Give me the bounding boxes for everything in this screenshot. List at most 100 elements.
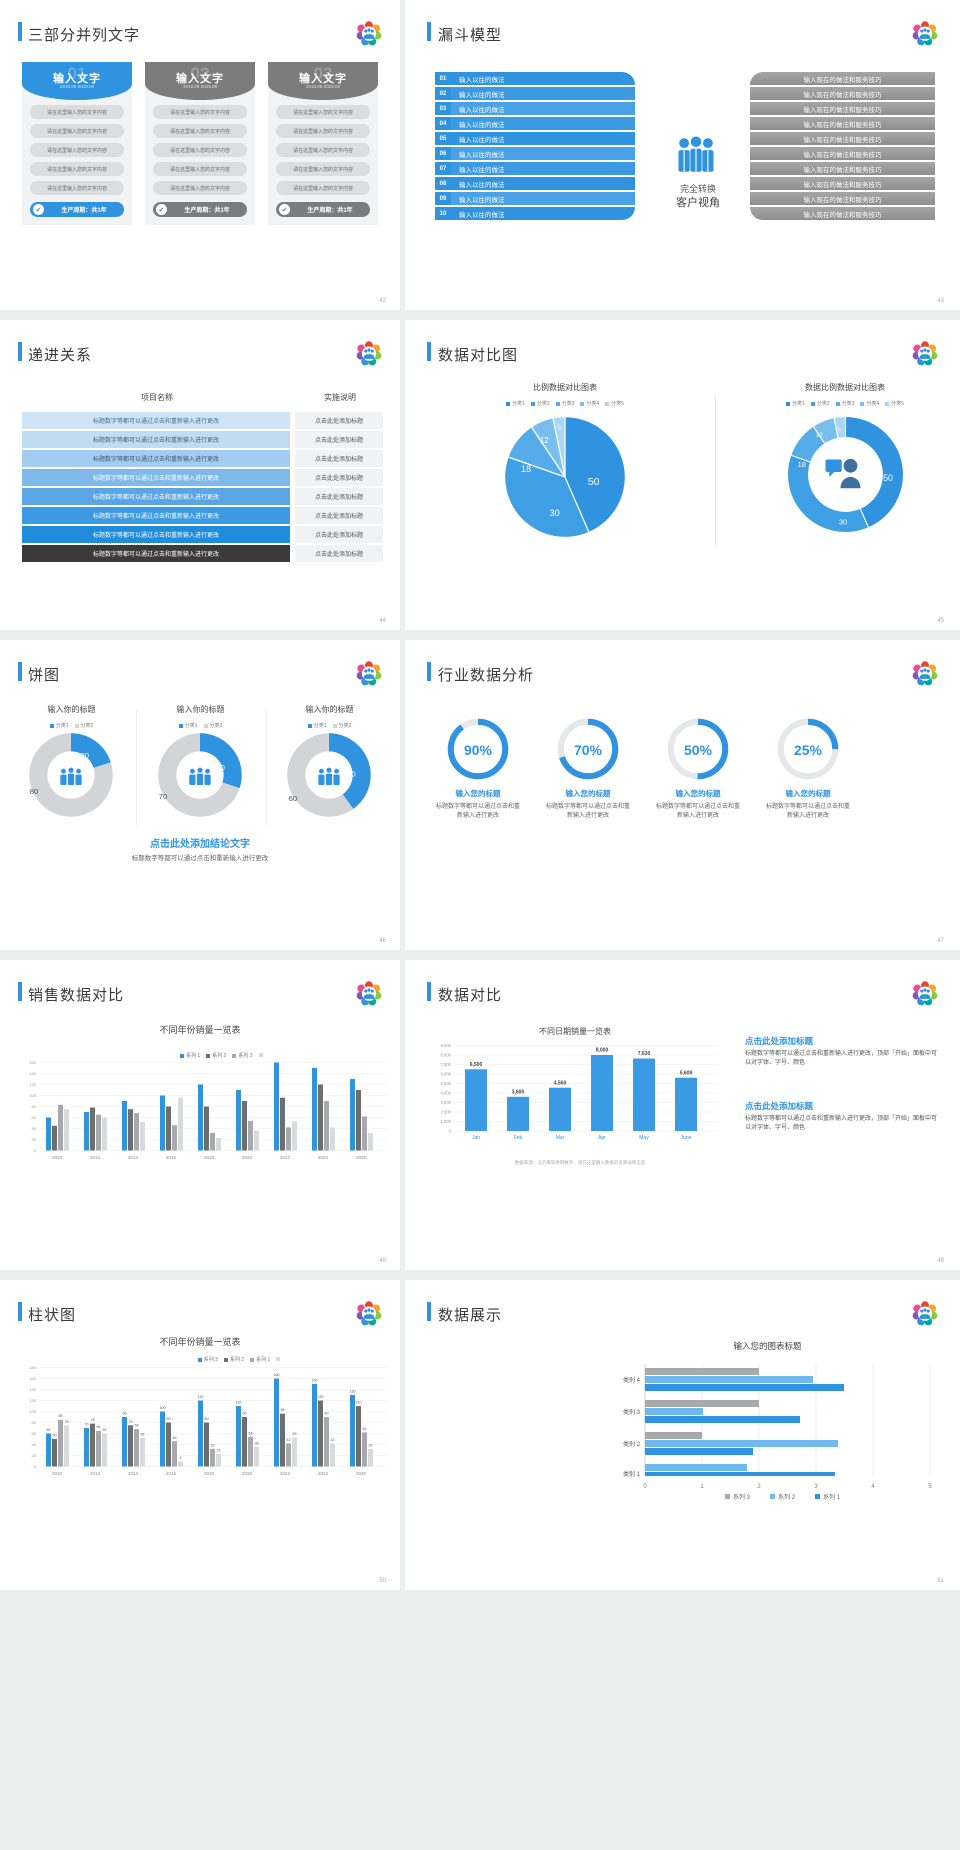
svg-text:12: 12 [816,432,823,439]
metric-label: 输入您的标题 [675,789,721,798]
progress-step[interactable]: 标题数字等都可以通过点击和重新输入进行更改 [22,545,290,562]
card-row[interactable]: 请在这里输入您的文字内容 [30,162,124,176]
funnel-row[interactable]: 02 输入以往的做法 [435,87,635,100]
card-row[interactable]: 请在这里输入您的文字内容 [153,162,247,176]
card-title: 输入文字 [176,73,224,85]
desc-row[interactable]: 点击此处添加标题 [295,412,383,429]
progress-step[interactable]: 标题数字等都可以通过点击和重新输入进行更改 [22,412,290,429]
divider [266,710,267,825]
progress-step[interactable]: 标题数字等都可以通过点击和重新输入进行更改 [22,469,290,486]
card-row[interactable]: 请在这里输入您的文字内容 [153,105,247,119]
svg-text:70: 70 [85,1423,89,1427]
slide-42: 三部分并列文字 01 输入文字 2018.08-2029.08 请在这里输入您的… [0,0,400,310]
metric-label: 输入您的标题 [785,789,831,798]
right-item[interactable]: 输入现在的做法和服务技巧 [750,162,935,175]
card-2[interactable]: 02 输入文字 2018.08-2029.08 请在这里输入您的文字内容 请在这… [145,62,255,225]
card-1[interactable]: 01 输入文字 2018.08-2029.08 请在这里输入您的文字内容 请在这… [22,62,132,225]
progress-step[interactable]: 标题数字等都可以通过点击和重新输入进行更改 [22,431,290,448]
right-item[interactable]: 输入现在的做法和服务技巧 [750,72,935,85]
progress-step[interactable]: 标题数字等都可以通过点击和重新输入进行更改 [22,526,290,543]
svg-text:100: 100 [29,1409,36,1414]
progress-step[interactable]: 标题数字等都可以通过点击和重新输入进行更改 [22,450,290,467]
legend-item: 分类4 [580,400,599,407]
desc-row[interactable]: 点击此处添加标题 [295,431,383,448]
desc-row[interactable]: 点击此处添加标题 [295,545,383,562]
svg-text:120: 120 [198,1395,204,1399]
card-row[interactable]: 请在这里输入您的文字内容 [276,143,370,157]
funnel-row[interactable]: 07 输入以往的做法 [435,162,635,175]
progress-step[interactable]: 标题数字等都可以通过点击和重新输入进行更改 [22,488,290,505]
card-row[interactable]: 请在这里输入您的文字内容 [276,105,370,119]
right-item[interactable]: 输入现在的做法和服务技巧 [750,192,935,205]
funnel-index: 01 [435,72,451,85]
funnel-row[interactable]: 06 输入以往的做法 [435,147,635,160]
funnel-row[interactable]: 09 输入以往的做法 [435,192,635,205]
svg-text:3,600: 3,600 [512,1090,525,1096]
funnel-row[interactable]: 10 输入以往的做法 [435,207,635,220]
funnel-index: 06 [435,147,451,160]
desc-row[interactable]: 点击此处添加标题 [295,450,383,467]
funnel-index: 04 [435,117,451,130]
right-item[interactable]: 输入现在的做法和服务技巧 [750,147,935,160]
funnel-row[interactable]: 08 输入以往的做法 [435,177,635,190]
card-row[interactable]: 请在这里输入您的文字内容 [153,143,247,157]
right-item[interactable]: 输入现在的做法和服务技巧 [750,102,935,115]
metric-item[interactable]: 50% 输入您的标题 标题数字等都可以通过点击和重新输入进行更改 [655,715,741,821]
card-row[interactable]: 请在这里输入您的文字内容 [276,124,370,138]
funnel-row[interactable]: 05 输入以往的做法 [435,132,635,145]
card-row[interactable]: 请在这里输入您的文字内容 [276,162,370,176]
svg-text:0: 0 [34,1148,37,1153]
desc-row[interactable]: 点击此处添加标题 [295,526,383,543]
card-row[interactable]: 请在这里输入您的文字内容 [30,143,124,157]
check-icon: ✔ [33,204,44,215]
svg-text:80: 80 [32,1420,37,1425]
metric-item[interactable]: 70% 输入您的标题 标题数字等都可以通过点击和重新输入进行更改 [545,715,631,821]
svg-text:5: 5 [928,1484,932,1490]
right-item[interactable]: 输入现在的做法和服务技巧 [750,117,935,130]
funnel-row[interactable]: 03 输入以往的做法 [435,102,635,115]
card-footer[interactable]: ✔ 生产周期：共1年 [153,202,247,217]
desc-row[interactable]: 点击此处添加标题 [295,488,383,505]
funnel-row[interactable]: 01 输入以往的做法 [435,72,635,85]
right-item[interactable]: 输入现在的做法和服务技巧 [750,87,935,100]
card-footer[interactable]: ✔ 生产周期：共1年 [30,202,124,217]
desc-row[interactable]: 点击此处添加标题 [295,507,383,524]
center-label-top: 完全转换 [679,184,716,194]
right-item[interactable]: 输入现在的做法和服务技巧 [750,132,935,145]
metric-label: 输入您的标题 [455,789,501,798]
svg-text:2010: 2010 [52,1471,63,1476]
progress-step[interactable]: 标题数字等都可以通过点击和重新输入进行更改 [22,507,290,524]
right-item[interactable]: 输入现在的做法和服务技巧 [750,177,935,190]
check-icon: ✔ [279,204,290,215]
card-footer[interactable]: ✔ 生产周期：共1年 [276,202,370,217]
svg-text:46: 46 [173,1436,177,1440]
metric-item[interactable]: 90% 输入您的标题 标题数字等都可以通过点击和重新输入进行更改 [435,715,521,821]
page-title: 数据对比图 [438,347,519,364]
donut-chart: 50 30 18 12 5 [787,416,903,533]
card-row[interactable]: 请在这里输入您的文字内容 [153,124,247,138]
desc-row[interactable]: 点击此处添加标题 [295,469,383,486]
legend-item: 系列 3 [232,1052,253,1059]
svg-text:3: 3 [814,1484,818,1490]
card-row[interactable]: 请在这里输入您的文字内容 [30,124,124,138]
svg-text:2026: 2026 [356,1155,367,1160]
svg-text:120: 120 [318,1395,324,1399]
card-row[interactable]: 请在这里输入您的文字内容 [276,181,370,195]
company-logo-icon [356,341,382,366]
card-row[interactable]: 请在这里输入您的文字内容 [30,181,124,195]
metric-item[interactable]: 25% 输入您的标题 标题数字等都可以通过点击和重新输入进行更改 [765,715,851,821]
bar-chart: 160 140 120 100 80 60 40 20 0 [29,1060,387,1160]
funnel-row[interactable]: 04 输入以往的做法 [435,117,635,130]
svg-text:4: 4 [871,1484,875,1490]
card-3[interactable]: 03 输入文字 2018.08-2029.08 请在这里输入您的文字内容 请在这… [268,62,378,225]
card-row[interactable]: 请在这里输入您的文字内容 [153,181,247,195]
page-number: 48 [379,1258,386,1264]
funnel-label: 输入以往的做法 [451,207,635,220]
svg-text:80: 80 [30,787,39,796]
chart-title: 输入你的标题 [47,705,96,714]
title-bar [18,982,22,1001]
progress-column: 标题数字等都可以通过点击和重新输入进行更改 标题数字等都可以通过点击和重新输入进… [22,412,290,564]
chart-title: 不同日期销量一览表 [539,1027,611,1036]
right-item[interactable]: 输入现在的做法和服务技巧 [750,207,935,220]
card-row[interactable]: 请在这里输入您的文字内容 [30,105,124,119]
